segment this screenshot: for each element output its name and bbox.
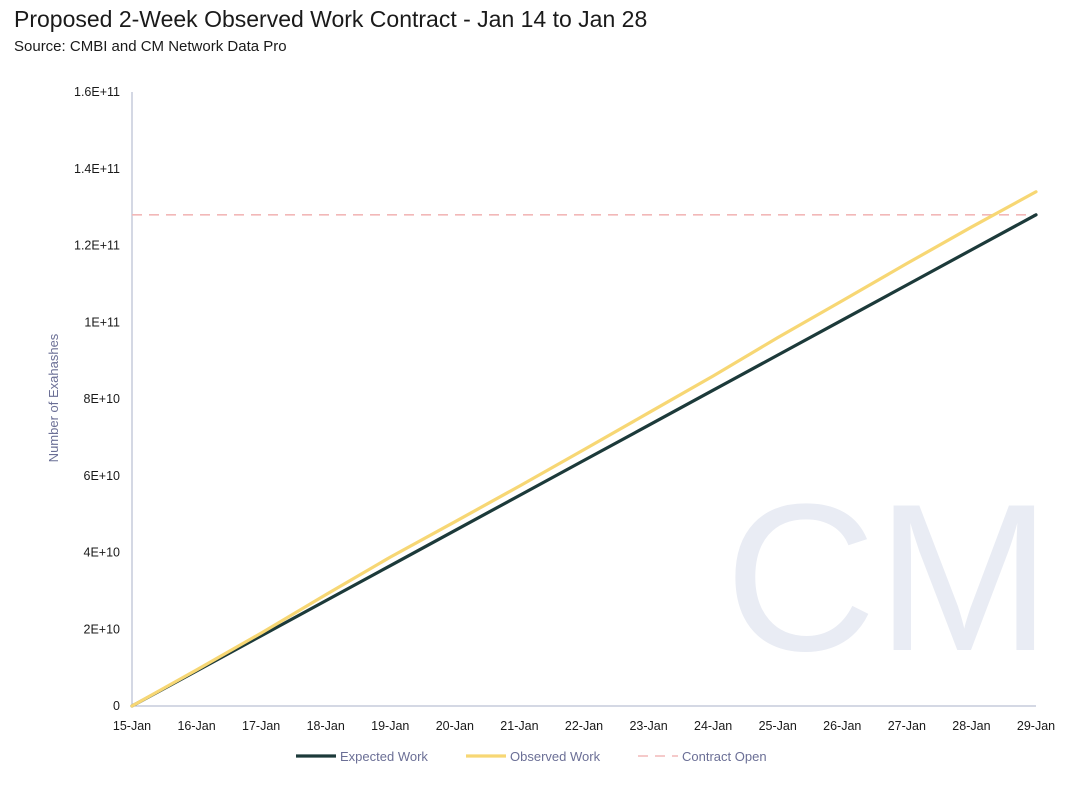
- legend-label: Contract Open: [682, 749, 767, 764]
- x-tick-label: 17-Jan: [242, 719, 280, 733]
- x-tick-label: 16-Jan: [177, 719, 215, 733]
- axes: [131, 92, 1036, 707]
- x-tick-label: 24-Jan: [694, 719, 732, 733]
- x-tick-label: 26-Jan: [823, 719, 861, 733]
- x-tick-label: 20-Jan: [436, 719, 474, 733]
- series-line-observed-work: [130, 190, 1038, 708]
- series-line-expected-work: [130, 213, 1038, 708]
- legend-label: Observed Work: [510, 749, 601, 764]
- watermark-logo: CM: [725, 460, 1052, 695]
- y-tick-label: 8E+10: [84, 392, 121, 406]
- x-tick-label: 15-Jan: [113, 719, 151, 733]
- series-lines: [130, 190, 1038, 708]
- y-tick-label: 4E+10: [84, 546, 121, 560]
- x-tick-label: 25-Jan: [759, 719, 797, 733]
- x-tick-label: 21-Jan: [500, 719, 538, 733]
- y-tick-label: 1.4E+11: [74, 162, 120, 176]
- x-tick-label: 22-Jan: [565, 719, 603, 733]
- y-tick-label: 6E+10: [84, 469, 121, 483]
- legend-label: Expected Work: [340, 749, 428, 764]
- y-tick-label: 0: [113, 699, 120, 713]
- y-tick-label: 2E+10: [84, 622, 121, 636]
- x-tick-label: 19-Jan: [371, 719, 409, 733]
- y-axis-label: Number of Exahashes: [46, 333, 61, 462]
- x-tick-label: 27-Jan: [888, 719, 926, 733]
- x-tick-label: 23-Jan: [629, 719, 667, 733]
- y-tick-label: 1.6E+11: [74, 85, 120, 99]
- x-tick-label: 18-Jan: [307, 719, 345, 733]
- chart-subtitle: Source: CMBI and CM Network Data Pro: [14, 38, 287, 55]
- legend: Expected Work Observed Work Contract Open: [296, 749, 767, 764]
- y-tick-label: 1E+11: [84, 315, 120, 329]
- tick-labels: 0 2E+10 4E+10 6E+10 8E+10 1E+11 1.2E+11 1.4E+11…: [74, 85, 1055, 733]
- x-tick-label: 29-Jan: [1017, 719, 1055, 733]
- y-tick-label: 1.2E+11: [74, 239, 120, 253]
- x-tick-label: 28-Jan: [952, 719, 990, 733]
- chart-title: Proposed 2-Week Observed Work Contract -…: [14, 6, 648, 32]
